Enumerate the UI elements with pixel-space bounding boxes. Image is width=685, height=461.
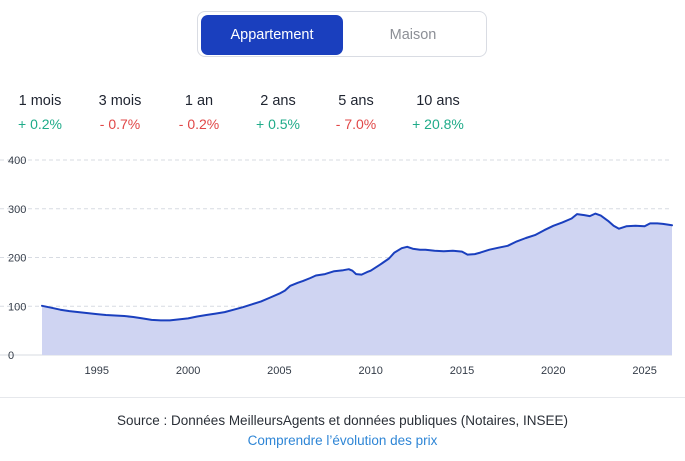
stat-10-ans: 10 ans + 20.8% [398,92,478,133]
chart-area [41,212,673,355]
appartement-tab[interactable]: Appartement [201,15,343,55]
series-area-fill [42,213,672,355]
stat-change: - 7.0% [335,116,377,132]
x-tick-label: 2005 [267,365,291,377]
y-tick-label: 200 [8,253,26,265]
price-change-stats: 1 mois + 0.2% 3 mois - 0.7% 1 an - 0.2% … [0,92,685,136]
stat-change: - 0.2% [178,116,220,132]
price-evolution-link-row: Comprendre l’évolution des prix [0,433,685,448]
y-tick-label: 0 [8,350,14,362]
price-evolution-link[interactable]: Comprendre l’évolution des prix [247,433,438,448]
stat-2-ans: 2 ans + 0.5% [238,92,318,133]
stat-5-ans: 5 ans - 7.0% [316,92,396,133]
x-tick-label: 2015 [450,365,474,377]
y-axis: 0 100 200 300 400 [8,155,26,362]
x-tick-label: 2025 [632,365,656,377]
y-tick-label: 400 [8,155,26,167]
stat-change: + 0.5% [256,116,300,132]
stat-period: 3 mois [98,93,142,109]
stat-1-an: 1 an - 0.2% [159,92,239,133]
source-text: Source : Données MeilleursAgents et donn… [117,413,568,428]
stat-period: 5 ans [338,93,374,109]
price-evolution-chart: 0 100 200 300 400 1995 2000 2005 2010 2015 2020 20… [0,155,673,377]
x-tick-label: 2010 [358,365,382,377]
maison-tab[interactable]: Maison [389,27,437,43]
property-type-toggle: Appartement Maison [197,11,487,57]
x-tick-label: 1995 [85,365,109,377]
stat-change: - 0.7% [99,116,141,132]
x-tick-label: 2020 [541,365,565,377]
stat-change: + 20.8% [412,116,464,132]
stat-period: 10 ans [416,93,460,109]
stat-period: 1 an [184,93,214,109]
stat-1-mois: 1 mois + 0.2% [0,92,80,133]
stat-change: + 0.2% [18,116,62,132]
y-tick-label: 300 [8,204,26,216]
x-tick-label: 2000 [176,365,200,377]
stat-3-mois: 3 mois - 0.7% [80,92,160,133]
stat-period: 1 mois [18,93,62,109]
footer-divider [0,397,685,398]
x-axis: 1995 2000 2005 2010 2015 2020 2025 [85,365,657,377]
y-tick-label: 100 [8,301,26,313]
series-line [41,212,673,322]
stat-period: 2 ans [260,93,296,109]
